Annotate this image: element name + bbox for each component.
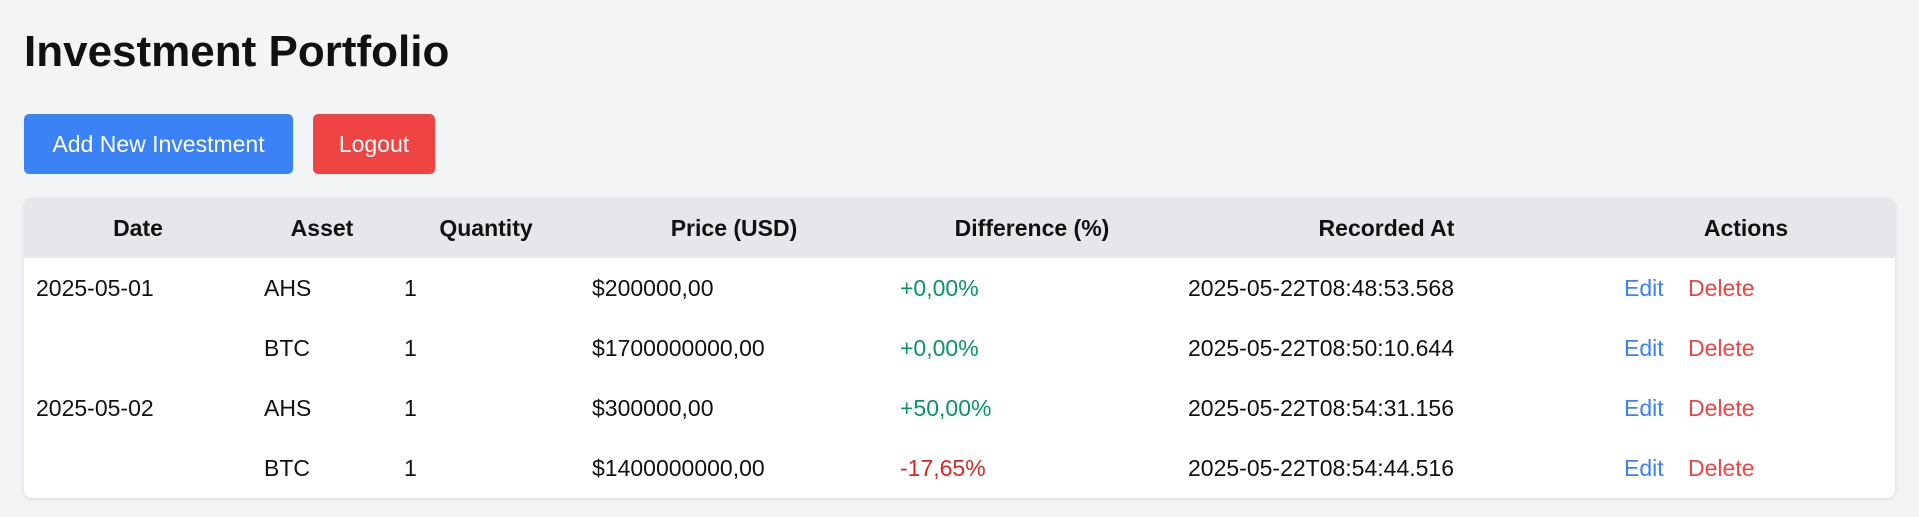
cell-date — [24, 438, 252, 498]
cell-actions: Edit Delete — [1597, 378, 1895, 438]
investments-table: Date Asset Quantity Price (USD) Differen… — [24, 198, 1895, 498]
cell-recorded-at: 2025-05-22T08:54:31.156 — [1188, 394, 1454, 421]
cell-quantity: 1 — [404, 334, 417, 361]
cell-quantity: 1 — [404, 394, 417, 421]
table-row: BTC 1 $1700000000,00 +0,00% 2025-05-22T0… — [24, 318, 1895, 378]
delete-button[interactable]: Delete — [1688, 274, 1755, 301]
cell-asset: BTC — [264, 334, 310, 361]
delete-button[interactable]: Delete — [1688, 394, 1755, 421]
investments-table-card: Date Asset Quantity Price (USD) Differen… — [24, 198, 1895, 498]
cell-quantity: 1 — [404, 454, 417, 481]
cell-quantity: 1 — [404, 274, 417, 301]
delete-button[interactable]: Delete — [1688, 334, 1755, 361]
cell-actions: Edit Delete — [1597, 258, 1895, 318]
toolbar: Add New Investment Logout — [24, 114, 1895, 174]
cell-recorded-at: 2025-05-22T08:54:44.516 — [1188, 454, 1454, 481]
logout-button[interactable]: Logout — [313, 114, 435, 174]
cell-price: $200000,00 — [592, 274, 714, 301]
cell-date: 2025-05-01 — [36, 274, 154, 301]
page-title: Investment Portfolio — [24, 27, 450, 76]
cell-difference: +0,00% — [900, 334, 979, 361]
cell-asset: AHS — [264, 274, 312, 301]
cell-difference: +50,00% — [900, 394, 992, 421]
cell-difference: +0,00% — [900, 274, 979, 301]
column-header-difference[interactable]: Difference (%) — [954, 214, 1110, 241]
table-row: 2025-05-02 AHS 1 $300000,00 +50,00% 2025… — [24, 378, 1895, 438]
cell-recorded-at: 2025-05-22T08:48:53.568 — [1188, 274, 1454, 301]
cell-actions: Edit Delete — [1597, 438, 1895, 498]
cell-actions: Edit Delete — [1597, 318, 1895, 378]
add-investment-button[interactable]: Add New Investment — [24, 114, 293, 174]
table-row: 2025-05-01 AHS 1 $200000,00 +0,00% 2025-… — [24, 258, 1895, 318]
cell-recorded-at: 2025-05-22T08:50:10.644 — [1188, 334, 1454, 361]
cell-price: $1400000000,00 — [592, 454, 765, 481]
edit-button[interactable]: Edit — [1624, 334, 1664, 361]
cell-date — [24, 318, 252, 378]
edit-button[interactable]: Edit — [1624, 274, 1664, 301]
column-header-actions: Actions — [1703, 214, 1789, 241]
edit-button[interactable]: Edit — [1624, 394, 1664, 421]
table-header-row: Date Asset Quantity Price (USD) Differen… — [24, 198, 1895, 258]
column-header-date[interactable]: Date — [113, 214, 163, 241]
cell-asset: BTC — [264, 454, 310, 481]
cell-price: $300000,00 — [592, 394, 714, 421]
column-header-price[interactable]: Price (USD) — [670, 214, 798, 241]
cell-date: 2025-05-02 — [36, 394, 154, 421]
delete-button[interactable]: Delete — [1688, 454, 1755, 481]
cell-difference: -17,65% — [900, 454, 986, 481]
column-header-recorded-at[interactable]: Recorded At — [1318, 214, 1455, 241]
cell-price: $1700000000,00 — [592, 334, 765, 361]
edit-button[interactable]: Edit — [1624, 454, 1664, 481]
column-header-asset[interactable]: Asset — [290, 214, 354, 241]
column-header-quantity[interactable]: Quantity — [439, 214, 533, 241]
cell-asset: AHS — [264, 394, 312, 421]
table-row: BTC 1 $1400000000,00 -17,65% 2025-05-22T… — [24, 438, 1895, 498]
